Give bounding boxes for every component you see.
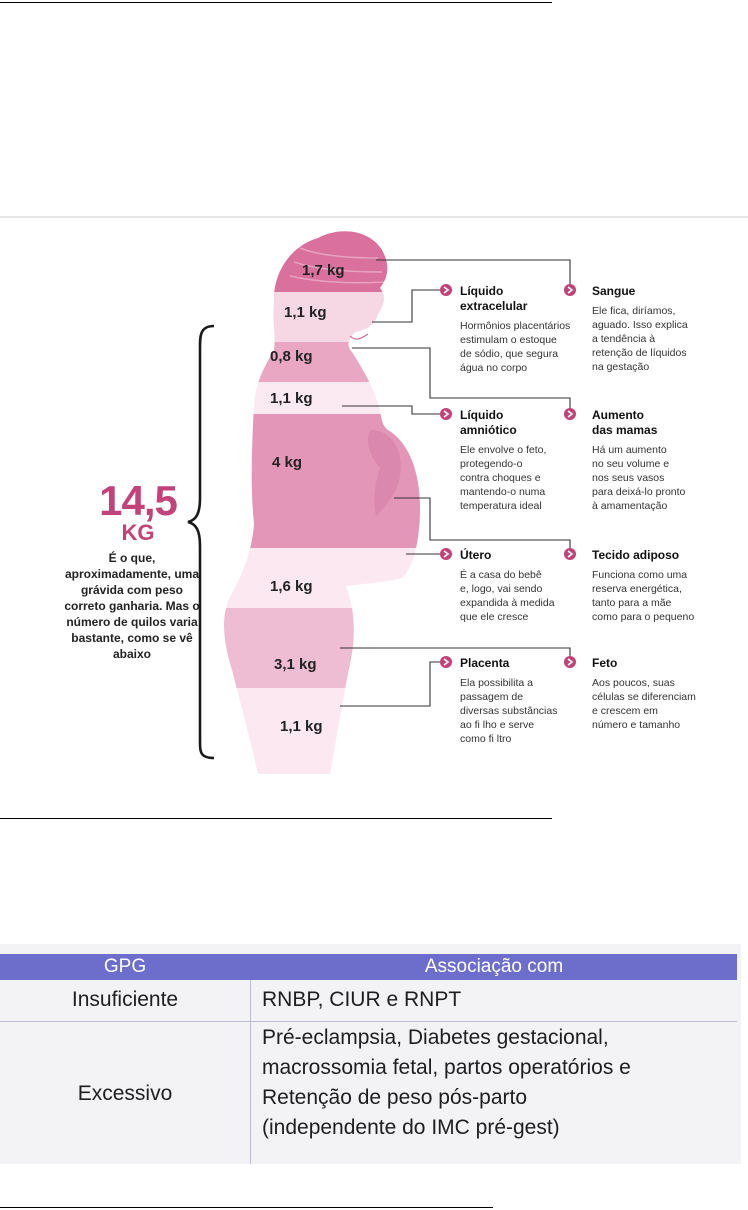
callout-fetus: Feto Aos poucos, suas células se diferen… bbox=[592, 656, 742, 732]
callout-blood: Sangue Ele fica, diríamos, aguado. Isso … bbox=[592, 284, 742, 374]
callout-description: É a casa do bebê e, logo, vai sendo expa… bbox=[460, 569, 555, 623]
callout-title: Líquido extracelular bbox=[460, 284, 528, 313]
arrow-markers bbox=[440, 284, 576, 668]
callout-description: Há um aumento no seu volume e nos seus v… bbox=[592, 444, 686, 512]
callout-description: Funciona como uma reserva energética, ta… bbox=[592, 569, 695, 623]
total-weight-description: É o que, aproximadamente, uma grávida co… bbox=[64, 551, 200, 661]
total-weight-unit: KG bbox=[121, 520, 155, 545]
hair-detail bbox=[289, 247, 385, 284]
callout-description: Aos poucos, suas células se diferenciam … bbox=[592, 677, 696, 731]
callout-title: Útero bbox=[460, 548, 492, 562]
header-gpg: GPG bbox=[103, 956, 147, 977]
column-divider bbox=[250, 980, 251, 1164]
table-cell-association-line: Retenção de peso pós-parto bbox=[262, 1086, 528, 1109]
table-cell-association-line: Pré-eclampsia, Diabetes gestacional, bbox=[262, 1026, 609, 1049]
gpg-association-table: GPG Associação com Insuficiente RNBP, CI… bbox=[0, 944, 741, 1164]
arm-shape bbox=[367, 430, 401, 516]
callout-amniotic-fluid: Líquido amniótico Ele envolve o feto, pr… bbox=[460, 408, 584, 513]
row-divider bbox=[0, 1021, 737, 1022]
body-bands bbox=[224, 231, 420, 774]
bottom-rule bbox=[0, 1207, 493, 1208]
callout-description: Hormônios placentários estimulam o estoq… bbox=[460, 320, 571, 374]
weight-label-uterus: 1,6 kg bbox=[270, 578, 313, 595]
callout-breast-enlargement: Aumento das mamas Há um aumento no seu v… bbox=[592, 408, 742, 513]
weight-label-blood: 1,7 kg bbox=[302, 262, 345, 279]
total-weight-value: 14,5 bbox=[99, 477, 178, 524]
leader-lines bbox=[340, 259, 571, 707]
pregnant-silhouette bbox=[187, 231, 576, 774]
callout-uterus: Útero É a casa do bebê e, logo, vai send… bbox=[460, 548, 584, 624]
callout-description: Ele fica, diríamos, aguado. Isso explica… bbox=[592, 305, 688, 373]
table-cell-gpg: Excessivo bbox=[77, 1082, 173, 1105]
weight-label-extracellular: 1,1 kg bbox=[284, 304, 327, 321]
total-brace bbox=[187, 324, 215, 760]
callout-title: Placenta bbox=[460, 656, 510, 670]
callout-title: Líquido amniótico bbox=[460, 408, 517, 437]
weight-label-adipose: 4 kg bbox=[272, 454, 303, 471]
top-rule bbox=[0, 2, 552, 3]
table-cell-gpg: Insuficiente bbox=[71, 988, 179, 1011]
weight-label-amniotic: 1,1 kg bbox=[270, 390, 313, 407]
header-association: Associação com bbox=[424, 956, 564, 977]
middle-rule bbox=[0, 818, 552, 819]
table-cell-association: RNBP, CIUR e RNPT bbox=[262, 988, 462, 1011]
weight-label-placenta: 1,1 kg bbox=[280, 718, 323, 735]
callout-title: Tecido adiposo bbox=[592, 548, 680, 562]
weight-label-breasts: 0,8 kg bbox=[270, 348, 313, 365]
callout-title: Aumento das mamas bbox=[592, 408, 658, 437]
callout-description: Ele envolve o feto, protegendo-o contra … bbox=[460, 444, 547, 512]
callout-title: Sangue bbox=[592, 284, 636, 298]
callout-adipose-tissue: Tecido adiposo Funciona como uma reserva… bbox=[592, 548, 742, 624]
callout-extracellular-fluid: Líquido extracelular Hormônios placentár… bbox=[460, 284, 584, 375]
table-cell-association-line: macrossomia fetal, partos operatórios e bbox=[262, 1056, 631, 1079]
callout-title: Feto bbox=[592, 656, 618, 670]
callout-placenta: Placenta Ela possibilita a passagem de d… bbox=[460, 656, 584, 746]
chin-line bbox=[349, 333, 369, 340]
callout-description: Ela possibilita a passagem de diversas s… bbox=[460, 677, 558, 745]
weight-label-fetus: 3,1 kg bbox=[274, 656, 317, 673]
weight-gain-infographic: 14,5 KG É o que, aproximadamente, uma gr… bbox=[0, 216, 748, 790]
table-cell-association-line: (independente do IMC pré-gest) bbox=[262, 1116, 560, 1139]
table-header-row: GPG Associação com bbox=[0, 954, 737, 980]
